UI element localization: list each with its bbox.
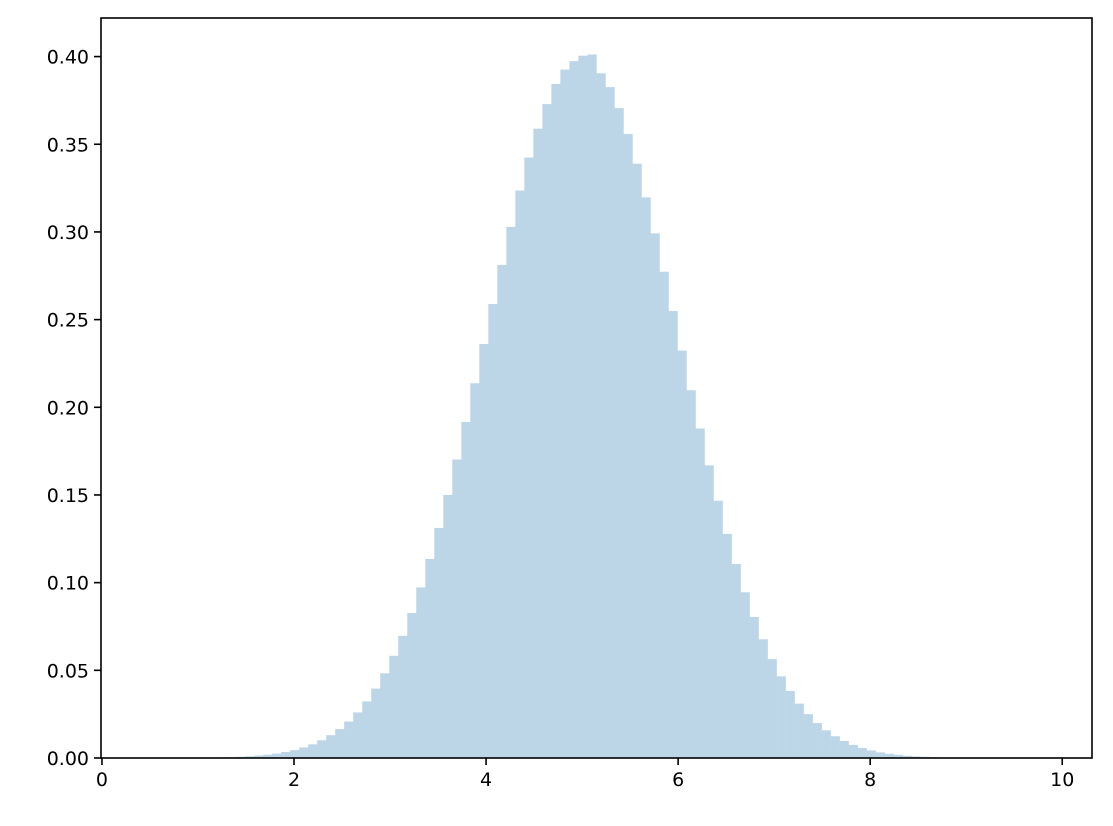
histogram-bar xyxy=(848,744,858,758)
histogram-bar xyxy=(866,750,876,758)
histogram-bar xyxy=(884,753,894,758)
y-tick-label: 0.30 xyxy=(47,222,89,244)
histogram-bar xyxy=(470,383,480,758)
histogram-bar xyxy=(875,752,885,758)
histogram-bar xyxy=(722,533,732,758)
histogram-bar xyxy=(776,676,786,758)
x-tick-label: 10 xyxy=(1050,769,1074,791)
histogram-bar xyxy=(245,756,255,758)
histogram-bar xyxy=(443,494,453,758)
histogram-bar xyxy=(506,226,516,759)
histogram-bar xyxy=(263,754,273,758)
y-tick-label: 0.40 xyxy=(47,47,89,69)
histogram-bar xyxy=(614,108,624,759)
histogram-bar xyxy=(830,736,840,758)
histogram-bar xyxy=(812,723,822,758)
histogram-bar xyxy=(434,527,444,758)
histogram-bar xyxy=(335,729,345,758)
histogram-bar xyxy=(749,617,759,758)
histogram-bar xyxy=(497,264,507,758)
histogram-bar xyxy=(416,587,426,758)
histogram-bar xyxy=(308,744,318,758)
histogram-bar xyxy=(650,233,660,758)
histogram-bar xyxy=(488,304,498,758)
histogram-bar xyxy=(380,673,390,758)
histogram-bar xyxy=(317,740,327,758)
histogram-bar xyxy=(902,755,912,758)
histogram-bar xyxy=(479,343,489,758)
x-tick-label: 8 xyxy=(864,769,876,791)
histogram-bar xyxy=(281,752,291,758)
histogram-bar xyxy=(686,390,696,758)
histogram-bar xyxy=(560,69,570,758)
histogram-bar xyxy=(821,730,831,758)
histogram-bar xyxy=(542,104,552,758)
histogram-bar xyxy=(533,128,543,758)
histogram-bar xyxy=(515,190,525,759)
y-tick-label: 0.10 xyxy=(47,573,89,595)
histogram-bar xyxy=(524,157,534,758)
y-tick-label: 0.05 xyxy=(47,660,89,682)
histogram-bar xyxy=(623,133,633,758)
axes-frame xyxy=(100,17,1093,759)
histogram-bar xyxy=(398,635,408,758)
histogram-bar xyxy=(389,655,399,758)
bars xyxy=(146,54,994,759)
histogram-bar xyxy=(362,701,372,758)
histogram-bar xyxy=(299,747,309,758)
histogram-bar xyxy=(713,500,723,758)
histogram-bar xyxy=(677,350,687,758)
histogram-bar xyxy=(272,753,282,758)
y-tick-label: 0.35 xyxy=(47,134,89,156)
histogram-bar xyxy=(839,740,849,758)
histogram-bar xyxy=(371,688,381,758)
histogram-bar xyxy=(326,735,336,758)
y-tick-label: 0.15 xyxy=(47,485,89,507)
x-tick-label: 0 xyxy=(96,769,108,791)
x-axis: 0 2 4 6 8 10 xyxy=(96,758,1074,791)
histogram-bar xyxy=(254,755,264,758)
histogram-bar xyxy=(803,714,813,758)
histogram-bar xyxy=(758,639,768,758)
y-axis: 0.00 0.05 0.10 0.15 0.20 0.25 0.30 0.35 0.40 xyxy=(47,47,101,770)
histogram-bar xyxy=(893,754,903,758)
histogram-bar xyxy=(344,721,354,758)
histogram-bar xyxy=(596,73,606,759)
histogram-bar xyxy=(632,163,642,758)
y-tick-label: 0.20 xyxy=(47,397,89,419)
histogram-bar xyxy=(767,659,777,758)
histogram-bar xyxy=(605,87,615,759)
histogram-bar xyxy=(461,422,471,758)
x-tick-label: 4 xyxy=(480,769,492,791)
y-tick-label: 0.00 xyxy=(47,748,89,770)
histogram-bar xyxy=(857,748,867,758)
histogram-bar xyxy=(785,691,795,758)
x-tick-label: 2 xyxy=(288,769,300,791)
histogram-bar xyxy=(731,564,741,758)
histogram-bar xyxy=(794,703,804,758)
histogram-bar xyxy=(353,712,363,758)
histogram-bar xyxy=(290,750,300,758)
histogram-bar xyxy=(452,459,462,758)
histogram-bar xyxy=(641,197,651,759)
histogram-bar xyxy=(704,465,714,758)
histogram-bar xyxy=(425,558,435,758)
x-tick-label: 6 xyxy=(672,769,684,791)
histogram-bar xyxy=(740,592,750,758)
histogram-bar xyxy=(407,612,417,758)
histogram-bar xyxy=(695,428,705,758)
histogram-bar xyxy=(569,61,579,758)
y-tick-label: 0.25 xyxy=(47,310,89,332)
histogram-bar xyxy=(587,54,597,758)
histogram-bar xyxy=(668,311,678,758)
histogram-bar xyxy=(551,83,561,758)
histogram-bar xyxy=(659,271,669,758)
histogram-bar xyxy=(578,55,588,759)
